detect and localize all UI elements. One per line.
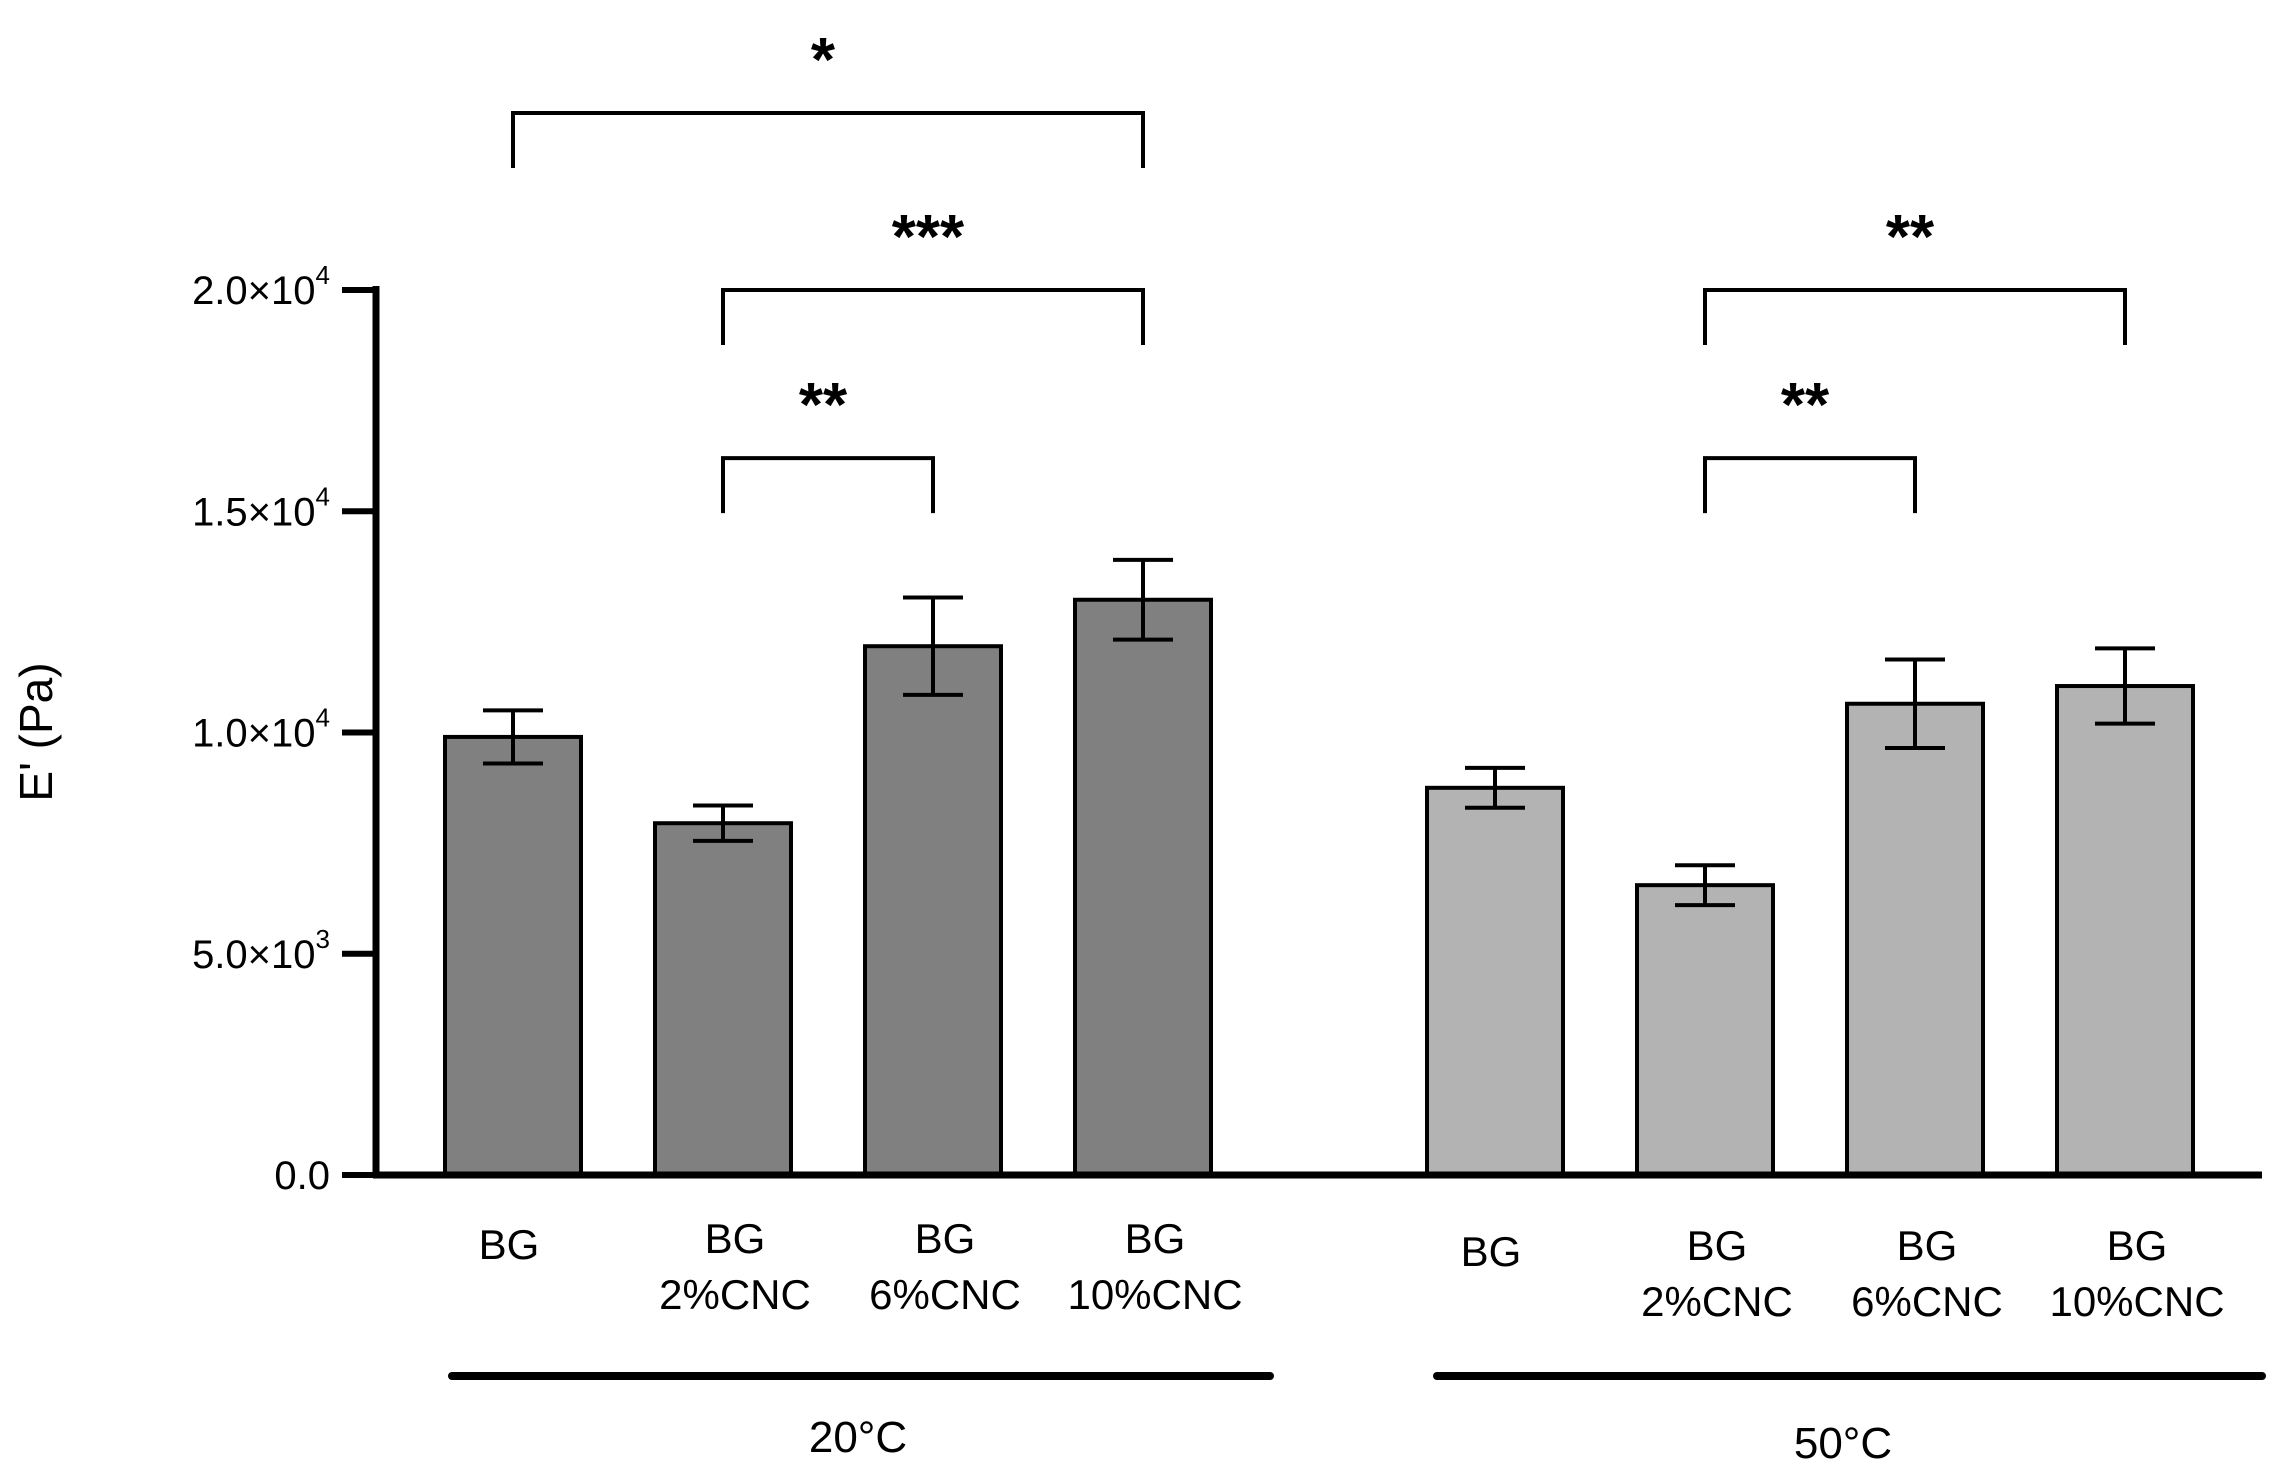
y-tick-mantissa: 0.0 — [274, 1154, 330, 1198]
category-label-line2: 10%CNC — [2049, 1278, 2224, 1325]
category-label-line1: BG — [1125, 1215, 1186, 1262]
category-label-line2: 2%CNC — [1641, 1278, 1793, 1325]
significance-bracket — [721, 456, 935, 514]
y-tick-mantissa: 1.5×10 — [192, 490, 315, 534]
significance-bracket — [1703, 288, 2127, 345]
y-tick-exponent: 4 — [316, 260, 330, 290]
category-label-line1: BG — [2107, 1222, 2168, 1269]
y-tick-label: 1.5×104 — [192, 481, 330, 534]
group-label: 50°C — [1794, 1419, 1892, 1468]
y-tick-exponent: 4 — [316, 703, 330, 733]
category-label: BG — [1461, 1228, 1522, 1275]
category-label-line1: BG — [915, 1215, 976, 1262]
category-label-line2: 6%CNC — [869, 1271, 1021, 1318]
significance-bracket — [1703, 456, 1917, 514]
y-tick-mantissa: 5.0×10 — [192, 933, 315, 977]
significance-bracket — [721, 288, 1145, 345]
significance-label: * — [811, 26, 836, 95]
significance-label: ** — [1886, 203, 1935, 272]
y-tick-exponent: 4 — [316, 481, 330, 511]
bar — [2055, 684, 2195, 1177]
y-tick-mantissa: 2.0×10 — [192, 269, 315, 313]
category-label-line1: BG — [1687, 1222, 1748, 1269]
x-axis-labels: BG BG 2%CNC BG 6%CNC BG 10%CNC 20°C BG BG 2%CNC BG 6… — [448, 1215, 2266, 1468]
y-tick-label: 1.0×104 — [192, 703, 330, 756]
bar — [863, 644, 1003, 1177]
group-label: 20°C — [809, 1413, 907, 1462]
y-tick-label: 5.0×103 — [192, 924, 330, 977]
significance-bracket — [511, 111, 1145, 168]
category-label-line2: 6%CNC — [1851, 1278, 2003, 1325]
significance-label: ** — [1781, 371, 1830, 440]
y-tick-label: 0.0 — [274, 1154, 330, 1198]
significance-label: *** — [892, 203, 965, 272]
bar — [653, 821, 793, 1178]
y-tick-exponent: 3 — [316, 924, 330, 954]
bar — [1073, 597, 1213, 1177]
significance-label: ** — [799, 371, 848, 440]
category-label-line2: 2%CNC — [659, 1271, 811, 1318]
bar — [1425, 785, 1565, 1177]
bar — [443, 734, 583, 1177]
bar — [1845, 701, 1985, 1177]
bar — [1635, 883, 1775, 1177]
y-tick-mantissa: 1.0×10 — [192, 712, 315, 756]
significance-brackets: ********** — [511, 26, 2127, 514]
category-label-line1: BG — [1897, 1222, 1958, 1269]
bars — [443, 557, 2195, 1178]
y-tick-label: 2.0×104 — [192, 260, 330, 313]
category-label: BG — [479, 1221, 540, 1268]
y-axis-label: E' (Pa) — [10, 662, 62, 801]
category-label-line2: 10%CNC — [1067, 1271, 1242, 1318]
category-label-line1: BG — [705, 1215, 766, 1262]
